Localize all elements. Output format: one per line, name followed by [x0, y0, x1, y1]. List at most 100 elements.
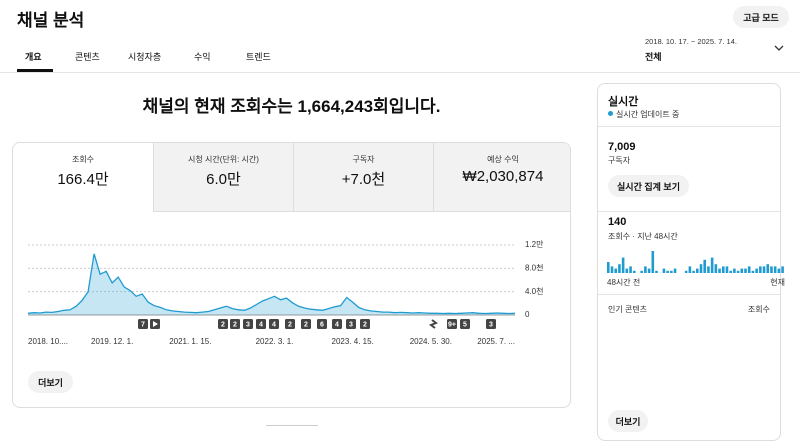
metric-label: 시청 시간(단위: 시간) — [188, 155, 259, 164]
metric-tab[interactable]: 예상 수익 ₩2,030,874 — [433, 143, 570, 212]
realtime-button[interactable]: 실시간 집계 보기 — [608, 175, 689, 197]
video-marker — [346, 319, 356, 329]
period[interactable]: 전체 — [645, 52, 662, 62]
views-label: 조회수 · 지난 48시간 — [608, 232, 678, 241]
bar — [781, 266, 784, 273]
overview-card: 조회수 166.4만 시청 시간(단위: 시간) 6.0만 구독자 +7.0천 … — [12, 142, 571, 408]
bar — [710, 257, 714, 273]
tab-indicator — [17, 69, 53, 72]
bar — [755, 268, 758, 273]
subscriber-label: 구독자 — [608, 156, 631, 165]
metric-value: 6.0만 — [206, 171, 241, 188]
bar — [640, 270, 643, 273]
page-title: 채널 분석 — [17, 11, 85, 30]
tab[interactable]: 시청자층 — [128, 52, 162, 62]
metric-label: 예상 수익 — [487, 155, 519, 164]
advanced-mode-button[interactable]: 고급 모드 — [733, 6, 789, 28]
popular-label: 인기 콘텐츠 — [608, 305, 648, 314]
x-tick-label: 2025. 7. ... — [477, 337, 515, 346]
realtime-chart: 48시간 전 현재 — [607, 251, 785, 287]
video-marker — [230, 319, 240, 329]
video-marker — [285, 319, 295, 329]
bar — [625, 268, 629, 273]
video-marker-label: 6 — [320, 321, 324, 328]
realtime-title: 실시간 — [608, 96, 639, 108]
bar — [703, 259, 707, 273]
divider — [598, 126, 780, 127]
metric-tab[interactable]: 조회수 166.4만 — [13, 143, 153, 212]
bar — [714, 264, 718, 273]
popular-metric: 조회수 — [747, 305, 770, 314]
bar — [766, 264, 770, 273]
video-marker-label: 2 — [363, 321, 367, 328]
bar — [744, 268, 747, 273]
bar — [777, 268, 781, 273]
tab[interactable]: 트렌드 — [246, 52, 271, 62]
x-tick-label: 2018. 10.... — [28, 337, 68, 346]
bar — [747, 266, 751, 273]
divider — [598, 211, 780, 212]
bar — [721, 266, 725, 273]
bar — [729, 270, 732, 273]
bar — [651, 251, 655, 273]
realtime-status: 실시간 업데이트 중 — [616, 110, 680, 119]
x-tick-label: 현재 — [770, 278, 785, 287]
video-marker-label: 4 — [335, 321, 339, 328]
x-tick-label: 2022. 3. 1. — [256, 337, 294, 346]
video-marker — [138, 319, 148, 329]
tab-divider — [0, 72, 800, 73]
bar — [740, 268, 744, 273]
bar — [629, 266, 632, 273]
bar — [707, 266, 710, 273]
headline: 채널의 현재 조회수는 1,664,243회입니다. — [142, 97, 441, 116]
bar — [688, 266, 692, 273]
metric-value: +7.0천 — [341, 171, 386, 188]
tab[interactable]: 콘텐츠 — [75, 52, 100, 62]
x-tick-label: 2024. 5. 30. — [410, 337, 452, 346]
video-marker — [332, 319, 342, 329]
metric-tab[interactable]: 시청 시간(단위: 시간) 6.0만 — [153, 143, 293, 212]
y-tick-label: 8.0천 — [525, 262, 543, 272]
bar — [684, 270, 688, 273]
video-marker-label: 3 — [349, 321, 353, 328]
date-range: 2018. 10. 17. ~ 2025. 7. 14. — [645, 37, 737, 46]
metric-label: 조회수 — [71, 155, 95, 164]
chevron-icon — [774, 45, 784, 51]
video-marker-label: 9+ — [448, 321, 456, 328]
bar — [773, 266, 777, 273]
views-chart: 0 4.0천 8.0천 1.2만 2018. 10.... 2019. 12. 1. 202… — [27, 240, 544, 346]
bar — [662, 268, 666, 273]
tab[interactable]: 수익 — [194, 52, 211, 62]
video-marker — [486, 319, 496, 329]
bar — [666, 270, 669, 273]
bar — [725, 266, 729, 273]
bar — [655, 270, 658, 273]
live-dot — [608, 111, 613, 116]
video-marker — [256, 319, 266, 329]
realtime-card: 실시간 실시간 업데이트 중 7,009 구독자 실시간 집계 보기 140 조… — [597, 83, 781, 441]
bar — [610, 266, 614, 273]
y-tick-label: 1.2만 — [525, 240, 544, 249]
video-marker — [447, 319, 457, 329]
y-tick-label: 0 — [525, 310, 530, 319]
video-marker-label: 2 — [221, 321, 225, 328]
dropdown-chevron[interactable] — [774, 44, 784, 52]
metric-tab[interactable]: 구독자 +7.0천 — [293, 143, 433, 212]
bar — [692, 270, 695, 273]
scroll-indicator — [266, 425, 318, 426]
short-icon — [428, 319, 439, 329]
bar — [770, 266, 773, 273]
bar — [670, 270, 673, 273]
play-icon — [153, 321, 158, 327]
bar — [632, 270, 636, 273]
tab[interactable]: 개요 — [25, 52, 42, 62]
more-button[interactable]: 더보기 — [28, 371, 73, 393]
metric-value: ₩2,030,874 — [462, 168, 544, 185]
video-marker-label: 5 — [463, 321, 467, 328]
realtime-more-button[interactable]: 더보기 — [608, 410, 648, 432]
x-tick-label: 2019. 12. 1. — [91, 337, 133, 346]
divider — [598, 294, 780, 295]
y-tick-label: 4.0천 — [525, 286, 543, 296]
video-marker-label: 2 — [288, 321, 292, 328]
